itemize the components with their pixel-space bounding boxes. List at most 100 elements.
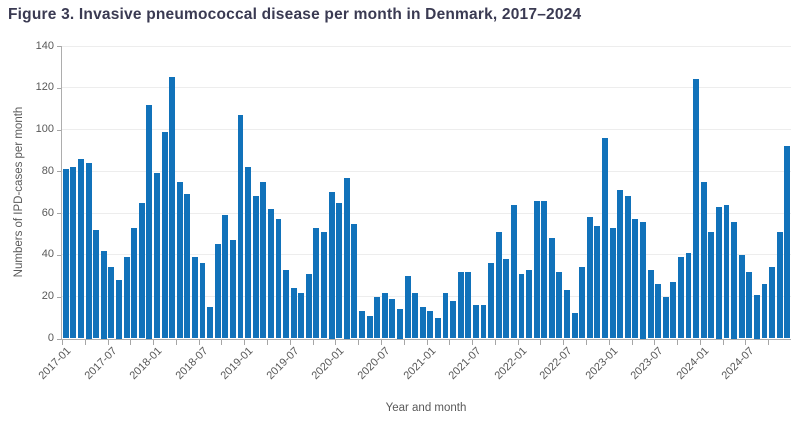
x-tick-mark xyxy=(153,339,155,345)
bar xyxy=(624,196,631,339)
y-tick-mark xyxy=(57,87,61,89)
bar xyxy=(229,240,236,339)
bar xyxy=(541,200,548,339)
bar xyxy=(207,307,214,339)
bar xyxy=(761,284,768,339)
bar xyxy=(260,181,267,339)
gridline xyxy=(62,296,791,298)
bar xyxy=(366,315,373,339)
bar xyxy=(85,163,92,339)
bar xyxy=(571,313,578,339)
bar xyxy=(472,305,479,339)
x-tick-mark xyxy=(654,339,656,345)
x-tick-mark xyxy=(563,339,565,345)
gridline xyxy=(62,45,791,47)
bar xyxy=(321,231,327,339)
bar xyxy=(579,267,586,339)
bar xyxy=(237,114,244,339)
x-tick-mark xyxy=(84,339,86,345)
bar xyxy=(586,217,593,339)
gridline xyxy=(62,87,791,89)
bar xyxy=(146,104,153,339)
y-tick-mark xyxy=(57,254,61,256)
bar xyxy=(70,167,77,339)
bar xyxy=(556,271,563,339)
y-tick-label: 40 xyxy=(41,248,54,261)
bar xyxy=(298,292,305,339)
bar xyxy=(419,307,426,339)
y-tick-mark xyxy=(57,213,61,215)
x-tick-mark xyxy=(722,339,724,345)
bar xyxy=(199,263,206,339)
y-tick-mark xyxy=(57,46,61,47)
bar xyxy=(267,208,274,339)
x-tick-label: 2019-01 xyxy=(218,344,256,382)
x-tick-label: 2023-01 xyxy=(583,344,621,382)
x-tick-mark xyxy=(699,339,701,345)
bar xyxy=(176,181,183,339)
x-tick-mark xyxy=(631,339,633,345)
x-tick-label: 2021-07 xyxy=(446,344,484,382)
bar xyxy=(381,292,388,339)
y-axis-line xyxy=(61,46,62,340)
x-tick-label: 2020-01 xyxy=(309,344,347,382)
bar xyxy=(397,309,403,339)
bar xyxy=(769,267,775,339)
bar xyxy=(108,267,115,339)
x-tick-mark xyxy=(62,339,63,345)
bar xyxy=(116,280,122,339)
bar xyxy=(670,282,677,339)
bar xyxy=(677,257,684,339)
bar xyxy=(184,194,191,339)
bar xyxy=(313,227,320,339)
y-tick-mark xyxy=(57,296,61,298)
bar xyxy=(389,298,396,339)
bar xyxy=(533,200,540,339)
bar xyxy=(647,269,654,339)
bar xyxy=(753,294,760,339)
bar xyxy=(252,196,259,339)
bar xyxy=(169,77,176,339)
bar xyxy=(351,223,358,339)
bar xyxy=(138,202,145,339)
bar xyxy=(609,227,616,339)
bar xyxy=(374,296,381,339)
bar xyxy=(564,290,570,339)
x-tick-mark xyxy=(677,339,679,345)
bar xyxy=(434,317,441,339)
bar xyxy=(510,204,517,339)
x-tick-mark xyxy=(358,339,360,345)
x-tick-mark xyxy=(289,339,291,345)
x-tick-label: 2018-01 xyxy=(127,344,165,382)
x-tick-mark xyxy=(175,339,177,345)
bar xyxy=(131,227,138,339)
y-tick-mark xyxy=(57,171,61,173)
x-tick-mark xyxy=(198,339,200,345)
gridline xyxy=(62,129,791,131)
bar xyxy=(427,311,434,339)
x-tick-mark xyxy=(540,339,542,345)
bar xyxy=(275,219,282,339)
x-tick-label: 2021-01 xyxy=(400,344,438,382)
bar xyxy=(488,263,495,339)
gridline xyxy=(62,212,791,214)
bar xyxy=(632,219,639,339)
x-tick-mark xyxy=(585,339,587,345)
x-tick-mark xyxy=(107,339,109,345)
x-axis-line xyxy=(61,338,791,340)
bar xyxy=(457,271,464,339)
x-tick-mark xyxy=(267,339,269,345)
bar xyxy=(715,206,722,339)
chart-title: Figure 3. Invasive pneumococcal disease … xyxy=(8,6,582,23)
bar xyxy=(693,79,700,339)
bar xyxy=(465,271,472,339)
y-tick-label: 100 xyxy=(35,123,54,136)
bar xyxy=(290,288,297,339)
gridline xyxy=(62,254,791,256)
bar xyxy=(245,167,252,339)
bar xyxy=(222,215,229,339)
y-tick-label: 80 xyxy=(41,164,54,177)
bar xyxy=(93,229,100,339)
bar xyxy=(78,158,84,339)
